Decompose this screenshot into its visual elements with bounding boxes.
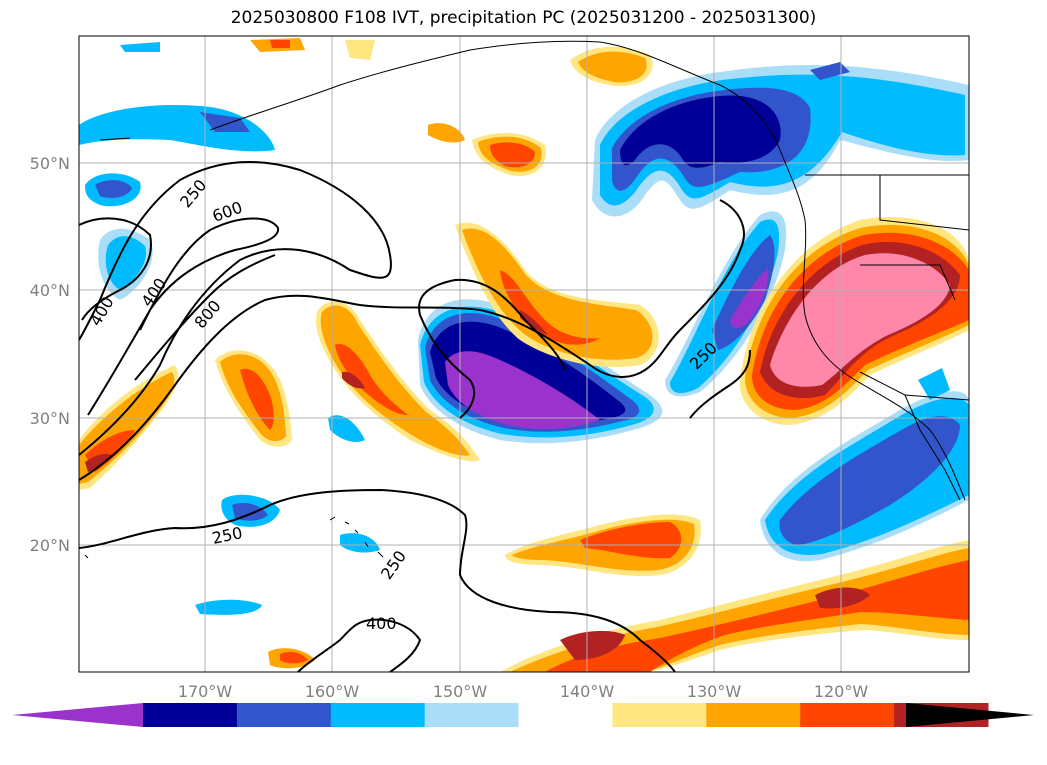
lat-label-40n: 40°N [30,281,70,300]
lon-label-150w: 150°W [433,682,488,701]
lon-label-130w: 130°W [687,682,742,701]
lon-label-160w: 160°W [305,682,360,701]
contour-label-400-south: 400 [366,614,397,633]
ivt-contours [79,160,751,672]
colorbar-swatch [143,703,238,727]
map-title: 2025030800 F108 IVT, precipitation PC (2… [230,8,817,28]
colorbar-swatch [800,703,895,727]
lon-label-170w: 170°W [178,682,233,701]
longitude-labels: 170°W 160°W 150°W 140°W 130°W 120°W [178,682,869,701]
colorbar-swatch [424,703,520,727]
colorbar-swatch [330,703,426,727]
lat-label-20n: 20°N [30,536,70,555]
gridlines [79,36,969,672]
colorbar-swatch [706,703,801,727]
colorbar-swatch [518,703,613,727]
colorbar-swatch [612,703,707,727]
lat-label-30n: 30°N [30,409,70,428]
colorbar-swatch [236,703,332,727]
lat-label-50n: 50°N [30,154,70,173]
precip-fields [79,38,969,672]
latitude-labels: 50°N 40°N 30°N 20°N [30,154,70,555]
lon-label-120w: 120°W [814,682,869,701]
colorbar-extend-min [12,703,143,727]
coastlines [84,40,969,559]
colorbar [12,703,1034,727]
lon-label-140w: 140°W [560,682,615,701]
map-frame [78,35,970,673]
